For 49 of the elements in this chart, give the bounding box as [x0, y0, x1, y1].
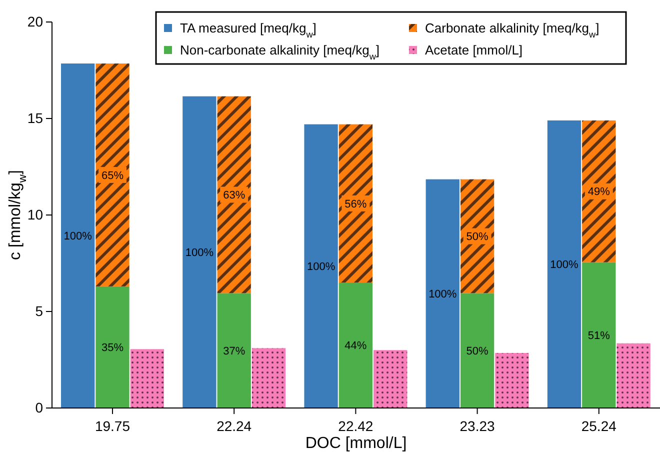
- bar: [96, 286, 130, 408]
- annotation: 56%: [344, 198, 367, 210]
- annotation: 50%: [466, 345, 489, 358]
- bar: [426, 179, 460, 408]
- bar: [338, 282, 373, 408]
- y-tick-label: 20: [27, 13, 44, 30]
- bar: [582, 120, 616, 262]
- annotation: 65%: [101, 170, 124, 182]
- bar: [616, 343, 650, 408]
- annotation: 44%: [344, 340, 367, 352]
- y-tick-label: 10: [27, 206, 44, 222]
- x-tick-label: 25.24: [581, 418, 617, 434]
- annotation: 37%: [223, 345, 246, 358]
- legend-label: Carbonate alkalinity [meq/kg$_{w}$]: [425, 20, 600, 40]
- bar: [96, 63, 130, 286]
- bar: [252, 348, 286, 408]
- bar: [374, 350, 408, 408]
- annotation: 100%: [428, 288, 457, 300]
- bar: [547, 120, 582, 408]
- bar: [61, 63, 95, 408]
- annotation: 50%: [466, 231, 489, 244]
- legend-label: Acetate [mmol/L]: [425, 42, 523, 58]
- annotation: 35%: [101, 342, 124, 354]
- bar: [338, 124, 373, 283]
- annotation: 100%: [550, 259, 579, 272]
- bar: [217, 293, 251, 408]
- annotation: 100%: [64, 230, 92, 243]
- annotation: 100%: [306, 260, 336, 273]
- y-tick-label: 15: [27, 110, 44, 126]
- y-tick-label: 5: [35, 302, 44, 319]
- annotation: 100%: [185, 247, 214, 260]
- x-tick-label: 19.75: [94, 418, 130, 434]
- annotation: 51%: [588, 330, 610, 342]
- bar: [304, 124, 338, 408]
- annotation: 49%: [588, 186, 610, 198]
- bar: [582, 262, 616, 408]
- bar: [460, 293, 494, 408]
- x-tick-label: 23.23: [460, 418, 496, 434]
- bar: [130, 349, 164, 408]
- x-tick-label: 22.42: [338, 418, 374, 434]
- x-axis-title: DOC [mmol/L]: [305, 435, 407, 452]
- y-tick-label: 0: [35, 399, 44, 416]
- bar: [495, 352, 529, 408]
- x-tick-label: 22.24: [216, 418, 252, 434]
- annotation: 63%: [223, 190, 246, 202]
- legend-label: Non-carbonate alkalinity [meq/kg$_{w}$]: [180, 42, 380, 62]
- bar: [182, 96, 216, 408]
- legend-label: TA measured [meq/kg$_{w}$]: [180, 20, 316, 40]
- bar: [217, 96, 251, 294]
